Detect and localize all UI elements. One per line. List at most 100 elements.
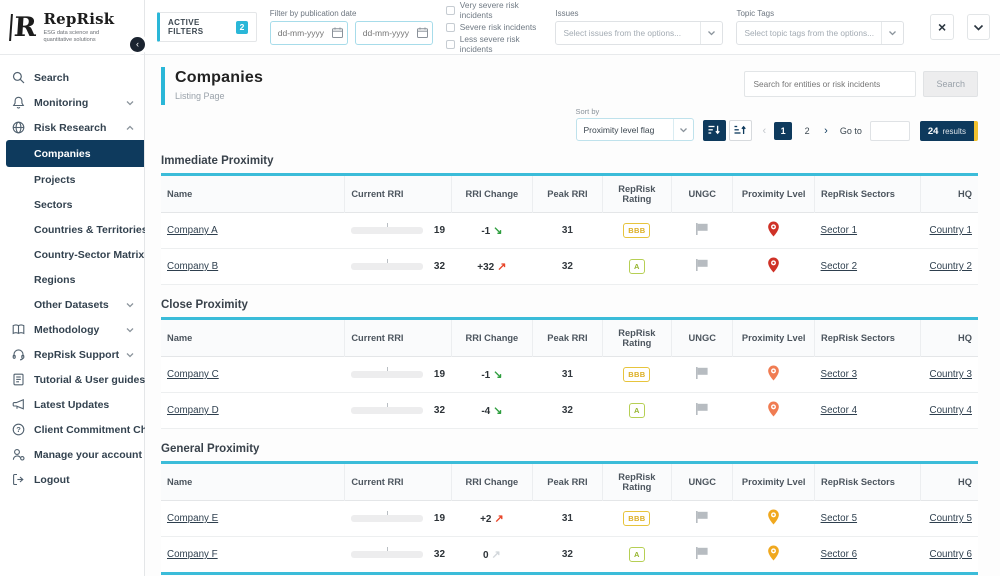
topic-tags-select[interactable]: Select topic tags from the options... [736, 21, 904, 45]
sidebar-item-companies[interactable]: Companies [6, 140, 144, 167]
page-2-button[interactable]: 2 [798, 122, 816, 140]
rri-change-value: +2 [480, 514, 491, 525]
peak-rri-value: 31 [562, 369, 573, 380]
chevron-up-icon [126, 122, 134, 134]
sidebar-item-tutorial-guides[interactable]: Tutorial & User guides [0, 367, 144, 392]
sidebar-item-monitoring[interactable]: Monitoring [0, 90, 144, 115]
sidebar-item-manage-account[interactable]: Manage your account [0, 442, 144, 467]
table-row: Company D 32 -4↘ 32 A Sector 4 Country 4 [161, 393, 978, 429]
hq-country-link[interactable]: Country 2 [930, 261, 972, 272]
sort-descending-button[interactable] [703, 120, 726, 141]
hq-country-link[interactable]: Country 6 [930, 549, 972, 560]
col-proximity-level: Proximity Lvel [733, 175, 815, 213]
checkbox-icon[interactable] [446, 6, 455, 15]
sector-link[interactable]: Sector 4 [821, 405, 858, 416]
rri-bar [351, 515, 423, 522]
filters-topbar: ACTIVE FILTERS 2 Filter by publication d… [145, 0, 1000, 55]
proximity-pin-icon [767, 373, 780, 384]
hq-country-link[interactable]: Country 3 [930, 369, 972, 380]
sector-link[interactable]: Sector 1 [821, 225, 858, 236]
col-rri-change: RRI Change [451, 175, 533, 213]
table-row: Company F 32 0↗ 32 A Sector 6 Country 6 [161, 537, 978, 574]
checkbox-icon[interactable] [446, 23, 455, 32]
page-next-button[interactable]: › [822, 125, 830, 137]
sidebar-item-risk-research[interactable]: Risk Research [0, 115, 144, 140]
active-filters-chip[interactable]: ACTIVE FILTERS 2 [157, 12, 257, 42]
sidebar-item-projects[interactable]: Projects [0, 167, 144, 192]
active-filters-count-badge: 2 [236, 21, 247, 34]
active-filters-label: ACTIVE FILTERS [168, 18, 229, 36]
rri-bar [351, 227, 423, 234]
rri-change-value: -1 [481, 226, 490, 237]
checkbox-severe[interactable]: Severe risk incidents [446, 22, 543, 32]
chevron-down-icon [881, 22, 903, 44]
sidebar: R RepRisk ESG data science and quantitat… [0, 0, 145, 576]
trend-arrow-icon: ↗ [494, 513, 503, 525]
hq-country-link[interactable]: Country 4 [930, 405, 972, 416]
immediate-proximity-table: Name Current RRI RRI Change Peak RRI Rep… [161, 173, 978, 285]
company-link[interactable]: Company C [167, 369, 219, 380]
sidebar-item-client-commitment-charter[interactable]: ? Client Commitment Charter [0, 417, 144, 442]
checkbox-less-severe[interactable]: Less severe risk incidents [446, 34, 543, 54]
page-subtitle: Listing Page [175, 91, 263, 101]
sidebar-item-country-sector-matrix[interactable]: Country-Sector Matrix [0, 242, 144, 267]
publication-date-label: Filter by publication date [270, 9, 433, 18]
clear-filters-button[interactable]: × [930, 14, 953, 40]
entity-search-input[interactable] [744, 71, 916, 97]
app-window: R RepRisk ESG data science and quantitat… [0, 0, 1000, 576]
chevron-down-icon [126, 299, 134, 311]
sidebar-item-logout[interactable]: Logout [0, 467, 144, 492]
general-proximity-table: Name Current RRI RRI Change Peak RRI Rep… [161, 461, 978, 575]
sector-link[interactable]: Sector 2 [821, 261, 858, 272]
sidebar-item-latest-updates[interactable]: Latest Updates [0, 392, 144, 417]
sort-ascending-button[interactable] [729, 120, 752, 141]
goto-page-input[interactable] [870, 121, 910, 141]
ungc-flag-icon [695, 407, 709, 418]
hq-country-link[interactable]: Country 5 [930, 513, 972, 524]
reprisk-rating-badge: A [629, 547, 645, 562]
peak-rri-value: 32 [562, 261, 573, 272]
sidebar-item-regions[interactable]: Regions [0, 267, 144, 292]
checkbox-icon[interactable] [446, 40, 455, 49]
content-column: ACTIVE FILTERS 2 Filter by publication d… [145, 0, 1000, 576]
brand-logo[interactable]: R RepRisk ESG data science and quantitat… [0, 0, 144, 55]
table-row: Company B 32 +32↗ 32 A Sector 2 Country … [161, 249, 978, 285]
sector-link[interactable]: Sector 6 [821, 549, 858, 560]
close-proximity-table: Name Current RRI RRI Change Peak RRI Rep… [161, 317, 978, 429]
page-title: Companies [175, 69, 263, 87]
collapse-filters-button[interactable] [967, 14, 990, 40]
megaphone-icon [12, 398, 25, 411]
section-title: Immediate Proximity [161, 155, 978, 167]
page-prev-button[interactable]: ‹ [761, 125, 769, 137]
rri-change-value: -1 [481, 370, 490, 381]
hq-country-link[interactable]: Country 1 [930, 225, 972, 236]
company-link[interactable]: Company B [167, 261, 218, 272]
sort-by-select[interactable]: Proximity level flag [576, 118, 694, 141]
company-link[interactable]: Company A [167, 225, 218, 236]
rri-change-value: +32 [477, 262, 494, 273]
issues-select[interactable]: Select issues from the options... [555, 21, 723, 45]
company-link[interactable]: Company D [167, 405, 219, 416]
severity-filter-group: Very severe risk incidents Severe risk i… [446, 0, 543, 54]
table-row: Company A 19 -1↘ 31 BBB Sector 1 Country… [161, 213, 978, 249]
sidebar-item-countries-territories[interactable]: Countries & Territories [0, 217, 144, 242]
sidebar-item-methodology[interactable]: Methodology [0, 317, 144, 342]
current-rri-value: 19 [434, 513, 445, 524]
sidebar-collapse-button[interactable]: ‹ [130, 37, 145, 52]
sector-link[interactable]: Sector 3 [821, 369, 858, 380]
checkbox-very-severe[interactable]: Very severe risk incidents [446, 0, 543, 20]
page-1-button[interactable]: 1 [774, 122, 792, 140]
sidebar-item-reprisk-support[interactable]: RepRisk Support [0, 342, 144, 367]
sidebar-item-other-datasets[interactable]: Other Datasets [0, 292, 144, 317]
sidebar-item-search[interactable]: Search [0, 65, 144, 90]
ungc-flag-icon [695, 551, 709, 562]
search-button[interactable]: Search [923, 71, 978, 97]
sort-amount-up-icon [734, 122, 746, 140]
topic-tags-filter: Topic Tags Select topic tags from the op… [736, 9, 904, 45]
company-link[interactable]: Company F [167, 549, 218, 560]
company-link[interactable]: Company E [167, 513, 218, 524]
sector-link[interactable]: Sector 5 [821, 513, 858, 524]
topic-tags-label: Topic Tags [736, 9, 904, 18]
sidebar-item-sectors[interactable]: Sectors [0, 192, 144, 217]
current-rri-value: 32 [434, 405, 445, 416]
